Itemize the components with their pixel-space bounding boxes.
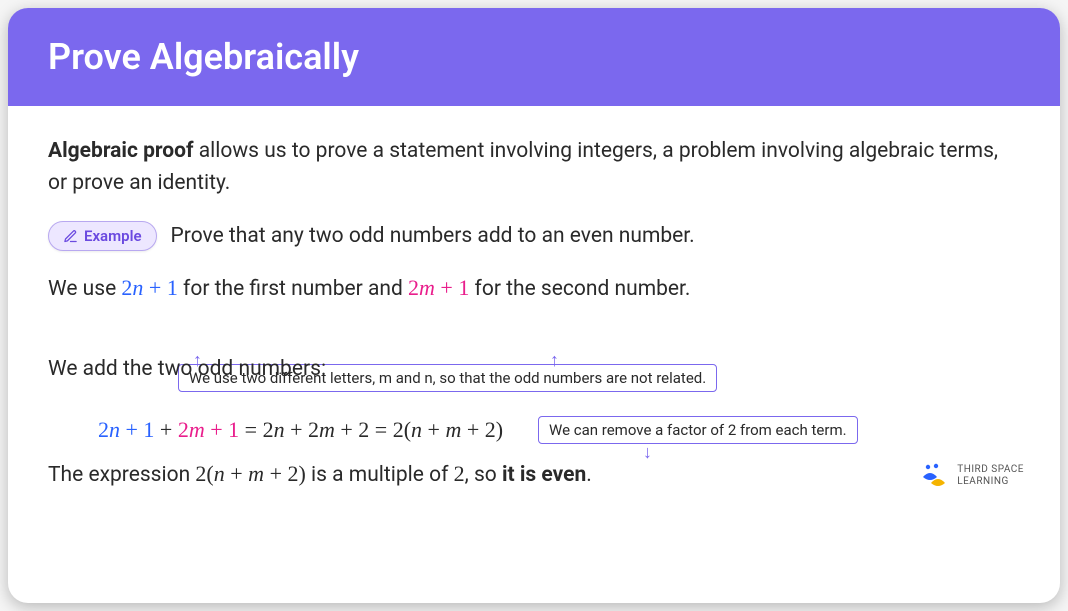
expr-2n-plus-1: 2n + 1 — [121, 275, 177, 300]
final-expr: 2(n + m + 2) — [195, 461, 305, 486]
example-prompt: Prove that any two odd numbers add to an… — [171, 224, 695, 248]
pencil-icon — [63, 229, 78, 244]
page-title: Prove Algebraically — [48, 36, 1020, 78]
eq-part-blue: 2n + 1 — [98, 417, 154, 442]
definition-line: We use 2n + 1 for the first number and 2… — [48, 275, 1020, 301]
logo-text: THIRD SPACE LEARNING — [957, 464, 1024, 488]
logo-icon — [919, 463, 949, 489]
add-line: We add the two odd numbers: — [48, 357, 1020, 381]
example-row: Example Prove that any two odd numbers a… — [48, 221, 1020, 251]
example-badge-label: Example — [84, 227, 142, 245]
intro-text: Algebraic proof allows us to prove a sta… — [48, 136, 1020, 199]
text-fragment: . — [586, 463, 592, 487]
final-two: 2 — [454, 461, 465, 486]
text-fragment: We use — [48, 277, 121, 301]
text-fragment: , so — [465, 463, 502, 487]
eq-rest: = 2n + 2m + 2 = 2(n + m + 2) — [239, 417, 503, 442]
lesson-card: Prove Algebraically Algebraic proof allo… — [8, 8, 1060, 603]
logo-line1: THIRD SPACE — [957, 464, 1024, 476]
text-fragment: for the second number. — [469, 277, 690, 301]
eq-part-pink: 2m + 1 — [178, 417, 239, 442]
example-badge: Example — [48, 221, 157, 251]
text-fragment: The expression — [48, 463, 195, 487]
text-fragment: for the first number and — [178, 277, 408, 301]
expr-2m-plus-1: 2m + 1 — [408, 275, 469, 300]
eq-plus: + — [154, 417, 177, 442]
logo-line2: LEARNING — [957, 476, 1024, 488]
text-fragment: is a multiple of — [306, 463, 454, 487]
card-content: Algebraic proof allows us to prove a sta… — [8, 106, 1060, 515]
card-header: Prove Algebraically — [8, 8, 1060, 106]
final-bold: it is even — [502, 463, 586, 487]
equation-line: 2n + 1 + 2m + 1 = 2n + 2m + 2 = 2(n + m … — [98, 417, 1020, 443]
conclusion-line: The expression 2(n + m + 2) is a multipl… — [48, 461, 1020, 487]
arrow-down-icon: ↓ — [643, 442, 652, 463]
brand-logo: THIRD SPACE LEARNING — [919, 463, 1024, 489]
intro-bold: Algebraic proof — [48, 139, 194, 163]
